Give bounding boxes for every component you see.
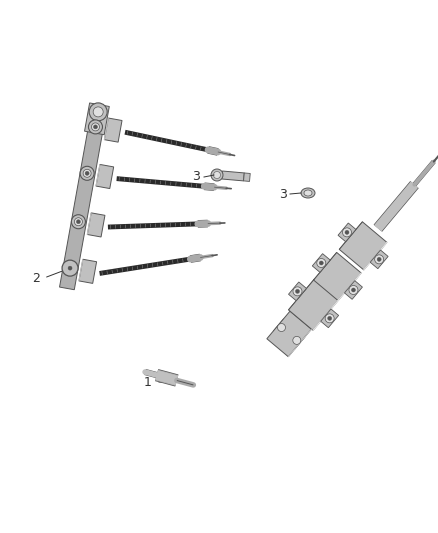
Polygon shape [370,250,388,269]
Polygon shape [289,332,305,349]
Circle shape [213,172,220,179]
Circle shape [325,314,334,323]
Circle shape [71,215,85,229]
Polygon shape [267,311,311,357]
Circle shape [293,287,302,296]
Circle shape [88,120,102,134]
Circle shape [85,171,89,175]
Polygon shape [244,173,250,181]
Circle shape [278,324,286,332]
Polygon shape [338,223,356,241]
Circle shape [293,336,301,344]
Circle shape [63,261,77,275]
Circle shape [92,123,99,131]
Polygon shape [273,319,290,336]
Circle shape [68,266,72,270]
Circle shape [93,125,98,129]
Circle shape [62,260,78,276]
Circle shape [377,257,381,261]
Polygon shape [60,116,105,290]
Circle shape [349,286,358,295]
Polygon shape [85,103,110,135]
Circle shape [345,230,349,235]
Polygon shape [344,281,362,300]
Text: 3: 3 [192,171,200,183]
Polygon shape [104,118,122,142]
Circle shape [328,316,332,320]
Circle shape [351,288,356,292]
Polygon shape [87,213,105,237]
Circle shape [93,107,103,117]
Circle shape [343,228,351,237]
Circle shape [374,255,384,264]
Polygon shape [96,164,114,189]
Polygon shape [321,309,339,328]
Text: 3: 3 [279,188,287,200]
Circle shape [319,261,323,265]
Polygon shape [289,282,307,301]
Text: 1: 1 [144,376,152,389]
Circle shape [74,217,82,225]
Circle shape [76,220,81,224]
Circle shape [83,169,91,177]
Circle shape [317,259,326,268]
Polygon shape [222,171,244,181]
Polygon shape [339,222,387,270]
Ellipse shape [301,188,315,198]
Polygon shape [314,253,361,301]
Polygon shape [312,254,330,272]
Polygon shape [79,259,97,284]
Circle shape [66,264,74,272]
Circle shape [211,169,223,181]
Circle shape [296,289,300,293]
Circle shape [89,103,107,121]
Ellipse shape [304,190,312,196]
Polygon shape [289,279,339,330]
Text: 2: 2 [32,271,40,285]
Circle shape [80,166,94,180]
